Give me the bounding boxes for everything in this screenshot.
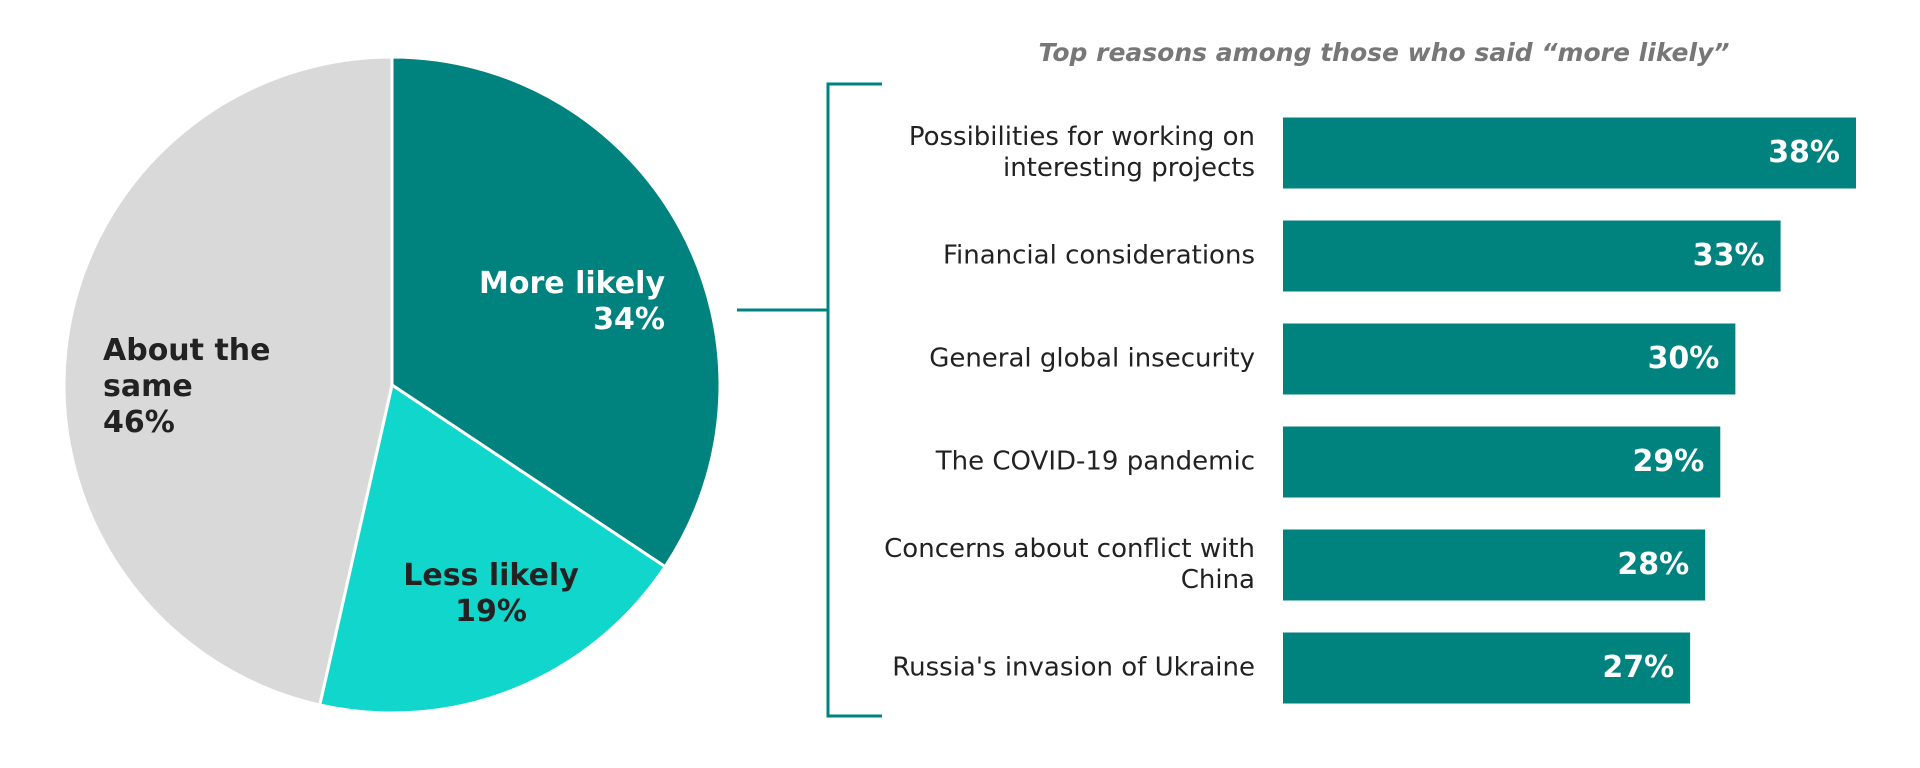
slice-name: Less likely	[403, 558, 579, 593]
bar	[1283, 632, 1691, 704]
value-label: 38%	[1768, 135, 1840, 170]
slice-value: 34%	[593, 302, 665, 337]
bar	[1283, 529, 1706, 601]
slice-name: More likely	[479, 266, 665, 301]
category-label: Financial considerations	[942, 240, 1255, 271]
bar	[1283, 426, 1721, 498]
category-label: Possibilities for working on interesting…	[908, 121, 1255, 183]
value-label: 28%	[1617, 547, 1690, 582]
slice-name: About the same	[103, 333, 271, 404]
value-label: 27%	[1602, 650, 1675, 685]
category-label: General global insecurity	[929, 343, 1255, 374]
slice-value: 19%	[455, 594, 527, 629]
category-label: Concerns about conflict with China	[884, 533, 1255, 595]
value-label: 30%	[1647, 341, 1720, 376]
bracket	[826, 82, 882, 718]
slice-label: Less likely 19%	[391, 558, 591, 630]
bar	[1283, 220, 1781, 292]
pie-slice	[62, 55, 394, 707]
slice-value: 46%	[103, 405, 175, 440]
bar	[1283, 323, 1736, 395]
subtitle: Top reasons among those who said “more l…	[1038, 38, 1730, 67]
slice-label: More likely 34%	[479, 266, 665, 338]
category-label: The COVID-19 pandemic	[935, 446, 1255, 477]
pie-slice	[317, 382, 668, 715]
value-label: 33%	[1692, 238, 1765, 273]
bar	[1283, 117, 1856, 189]
category-label: Russia's invasion of Ukraine	[892, 652, 1255, 683]
slice-label: About the same 46%	[103, 333, 303, 441]
value-label: 29%	[1632, 444, 1705, 479]
